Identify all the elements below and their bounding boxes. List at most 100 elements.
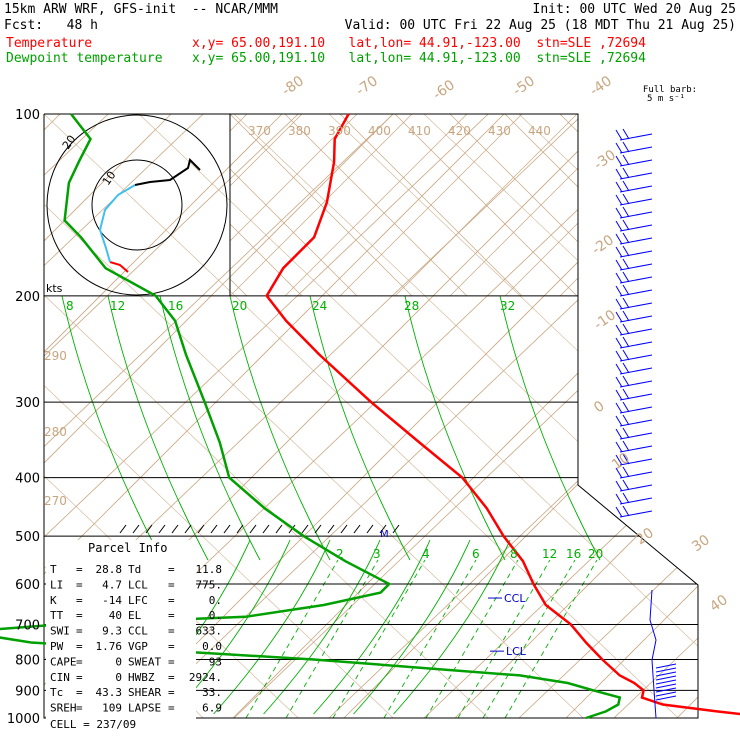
dewpoint-line: [0, 113, 622, 720]
parcel-value: 0.0: [202, 640, 222, 653]
wind-barb: [619, 458, 653, 466]
wind-barb: [619, 276, 653, 284]
parcel-value: 93: [209, 655, 222, 668]
parcel-value: 0.: [209, 594, 222, 607]
wind-barb-flag: [615, 402, 623, 414]
theta-e-curves: [61, 295, 601, 561]
wind-barb: [619, 263, 653, 271]
box-line: [725, 114, 740, 296]
mixing-ratio-label: 12: [542, 547, 557, 561]
parcel-value: -14: [102, 594, 122, 607]
parcel-eq: =: [76, 594, 83, 607]
tropopause-hatch: [236, 524, 244, 534]
isotherm-line: [44, 114, 505, 718]
wind-barb-low: [655, 683, 677, 689]
dry-adiabat-line: [709, 114, 740, 718]
wind-barb-flag: [615, 324, 623, 336]
dry-adiabat-line: [518, 114, 698, 718]
box-line: [504, 114, 578, 188]
tropopause-hatch: [353, 524, 361, 534]
box-line: [339, 114, 523, 296]
wind-barb-flag: [615, 155, 623, 167]
parcel-value: 1.76: [96, 640, 123, 653]
pressure-tick-label: 500: [15, 530, 40, 545]
wind-barb-flag: [615, 233, 623, 245]
isotherm-label: 0: [591, 398, 607, 416]
wind-barb-flag: [615, 194, 623, 206]
box-line: [504, 222, 578, 296]
wind-barb: [619, 328, 653, 336]
parcel-key: TT: [50, 609, 64, 622]
isotherm-line: [676, 114, 698, 718]
wind-barb: [619, 172, 653, 180]
full-barb-label: Full barb:: [642, 85, 698, 95]
hodograph-trace-mid: [98, 184, 136, 263]
pressure-tick-label: 200: [15, 290, 40, 305]
box-line: [449, 114, 578, 243]
mixing-ratio-label: 4: [422, 547, 430, 561]
wind-barb-flag: [622, 336, 630, 348]
pressure-tick-label: 100: [15, 108, 40, 123]
wind-barb-low: [655, 691, 677, 697]
wind-barb-flag: [622, 232, 630, 244]
wind-barb-flag: [615, 441, 623, 453]
theta-e-line: [159, 295, 261, 561]
mixing-ratio-line: [285, 559, 379, 718]
parcel-eq: =: [76, 563, 83, 576]
parcel-key: T: [50, 563, 57, 576]
wind-barb-flag: [615, 480, 623, 492]
wind-barb: [619, 497, 653, 505]
wind-barb-flag: [622, 245, 630, 257]
wind-barb: [619, 341, 653, 349]
theta-e-line: [229, 295, 331, 561]
isotherm-label: -20: [589, 232, 617, 258]
wind-barbs: [615, 128, 677, 719]
model-title: 15km ARW WRF, GFS-init -- NCAR/MMM: [4, 2, 278, 17]
box-line: [230, 114, 303, 187]
isotherm-label: -70: [353, 73, 381, 99]
tropopause-hatch: [119, 524, 127, 534]
parcel-key: SWEAT: [128, 655, 161, 668]
tropopause-hatch: [223, 524, 231, 534]
theta-e-label: 28: [404, 299, 419, 313]
parcel-eq: =: [168, 594, 175, 607]
wind-barb-flag: [615, 415, 623, 427]
ccl-label: CCL: [504, 592, 526, 605]
wind-barb-flag: [622, 141, 630, 153]
wind-barb: [619, 315, 653, 323]
wind-barb-low: [655, 679, 677, 685]
wind-barb-flag: [622, 414, 630, 426]
isotherm-line: [565, 114, 698, 718]
mixing-ratio-line: [332, 559, 426, 718]
forecast-hour: Fcst: 48 h: [4, 18, 98, 33]
theta-e-label: 32: [500, 299, 515, 313]
barb-unit-label: 5 m s⁻¹: [647, 94, 685, 104]
wind-barb: [619, 380, 653, 388]
parcel-key: K: [50, 594, 57, 607]
theta-line: [518, 114, 698, 718]
tropopause-hatch: [184, 524, 192, 534]
wind-barb-flag: [615, 272, 623, 284]
temperature-line: [265, 113, 740, 716]
wind-barb-flag: [615, 129, 623, 141]
hodograph-trace-low: [109, 261, 129, 273]
wind-barb-flag: [622, 440, 630, 452]
theta-line: [423, 114, 698, 718]
parcel-info-title: Parcel Info: [88, 541, 167, 555]
mixing-ratio-label: 3: [373, 547, 381, 561]
wind-barb: [619, 484, 653, 492]
mixing-ratio-line: [245, 559, 339, 718]
wind-barb-flag: [615, 493, 623, 505]
parcel-value: 4.7: [102, 578, 122, 591]
wind-barb: [619, 302, 653, 310]
parcel-value: 9.3: [102, 625, 122, 638]
box-line: [394, 114, 578, 296]
wind-barb: [619, 237, 653, 245]
temperature-location: x,y= 65.00,191.10 lat,lon= 44.91,-123.00…: [192, 36, 646, 51]
theta-e-line: [404, 295, 506, 561]
parcel-eq: =: [168, 578, 175, 591]
wind-barb-low: [655, 675, 677, 681]
parcel-eq: =: [168, 640, 175, 653]
hodograph-trace-upper: [134, 158, 201, 186]
tropopause-hatch: [327, 524, 335, 534]
